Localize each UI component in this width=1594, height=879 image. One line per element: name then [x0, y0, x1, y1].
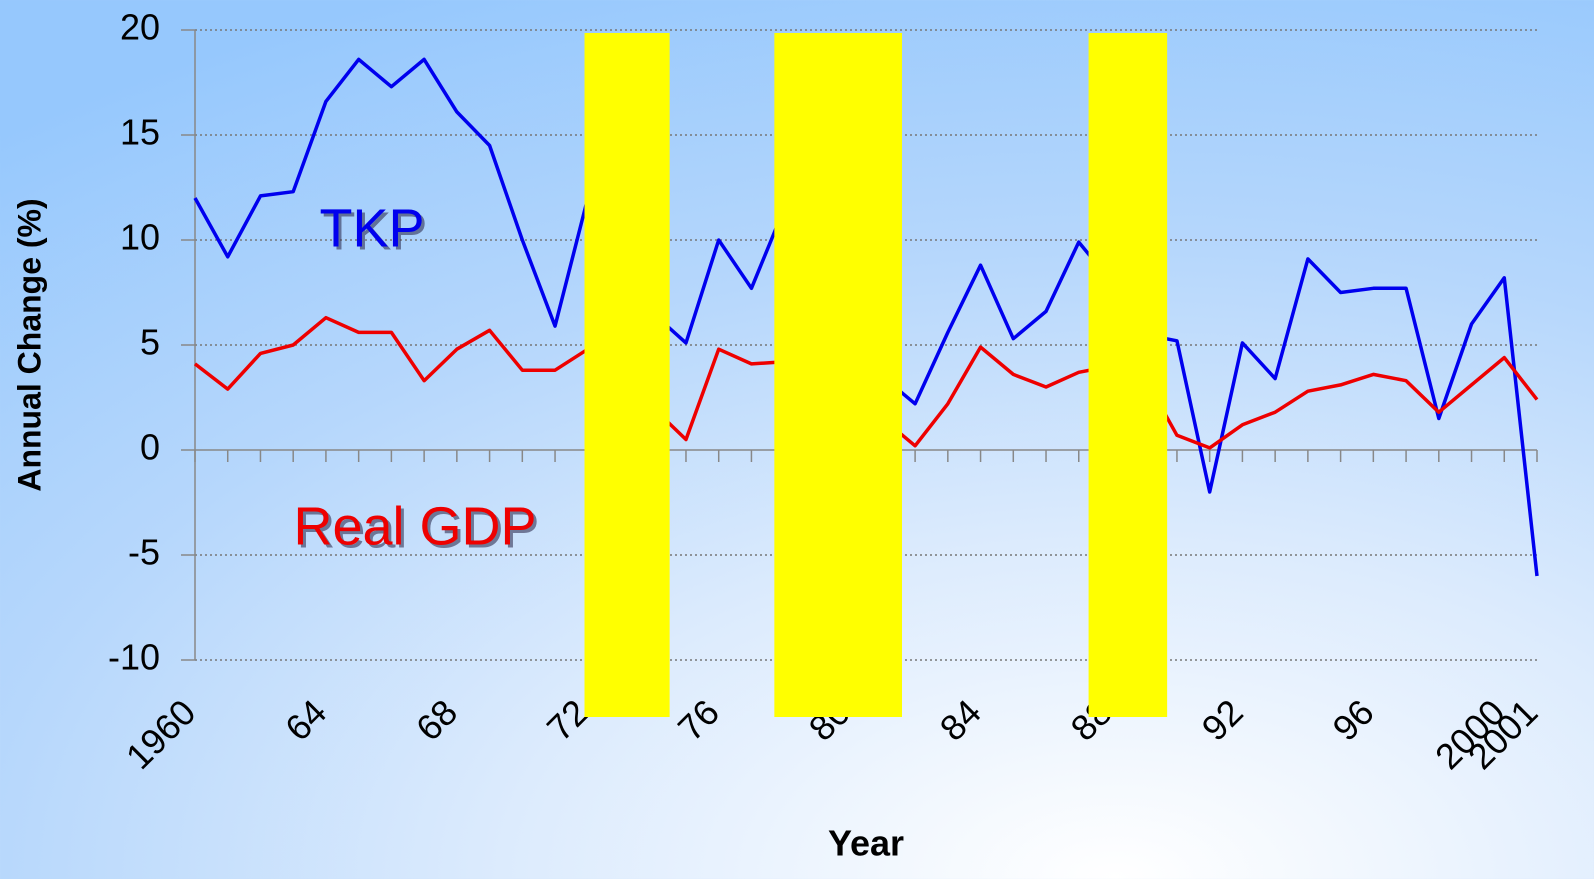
recession-band [1088, 33, 1168, 717]
x-tick-label: 84 [932, 691, 989, 748]
y-tick-label: 20 [120, 7, 160, 48]
y-tick-label: -5 [128, 532, 160, 573]
x-tick-label: 76 [670, 691, 727, 748]
series-label-shadow: Real GDP [296, 499, 539, 559]
x-tick-label: 1960 [118, 691, 204, 777]
series-label: Real GDP [293, 496, 536, 556]
x-axis-title: Year [828, 823, 904, 864]
y-axis-title: Annual Change (%) [11, 198, 47, 491]
y-tick-label: 0 [140, 427, 160, 468]
series-label: TKP [319, 198, 424, 258]
y-tick-label: 10 [120, 217, 160, 258]
recession-band [774, 33, 903, 717]
series-label-shadow: TKP [322, 201, 427, 261]
x-tick-label: 92 [1193, 691, 1250, 748]
y-tick-label: 15 [120, 112, 160, 153]
y-tick-label: -10 [108, 637, 160, 678]
x-tick-label: 64 [277, 691, 334, 748]
x-tick-label: 68 [408, 691, 465, 748]
x-tick-label: 96 [1324, 691, 1381, 748]
recession-band [584, 33, 670, 717]
y-tick-label: 5 [140, 322, 160, 363]
